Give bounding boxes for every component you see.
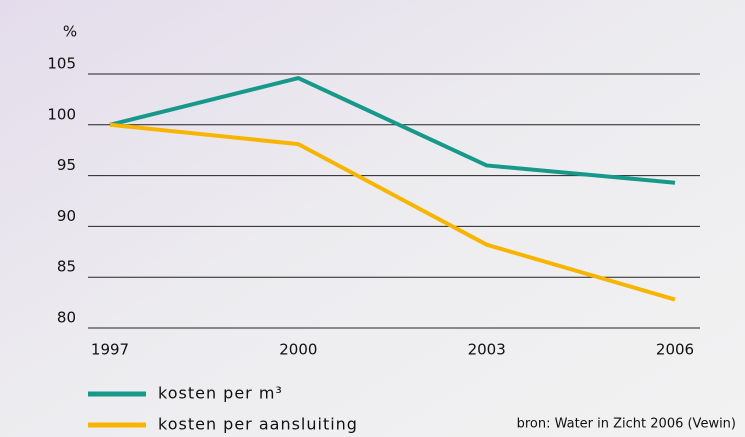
legend-label: kosten per aansluiting [158, 415, 358, 434]
x-tick-label: 2000 [279, 341, 317, 359]
background [0, 0, 745, 437]
y-tick-label: 95 [57, 156, 76, 174]
x-tick-label: 2003 [468, 341, 506, 359]
legend-label: kosten per m³ [158, 384, 283, 403]
y-tick-label: 100 [47, 105, 76, 123]
y-axis-label: % [63, 23, 77, 41]
x-tick-label: 2006 [656, 341, 694, 359]
y-tick-label: 90 [57, 207, 76, 225]
y-tick-label: 85 [57, 258, 76, 276]
x-tick-label: 1997 [91, 341, 129, 359]
y-tick-label: 105 [47, 55, 76, 73]
source: bron: Water in Zicht 2006 (Vewin) [517, 417, 736, 432]
y-tick-label: 80 [57, 309, 76, 327]
chart: % bron: Water in Zicht 2006 (Vewin) 80 85… [0, 0, 745, 437]
